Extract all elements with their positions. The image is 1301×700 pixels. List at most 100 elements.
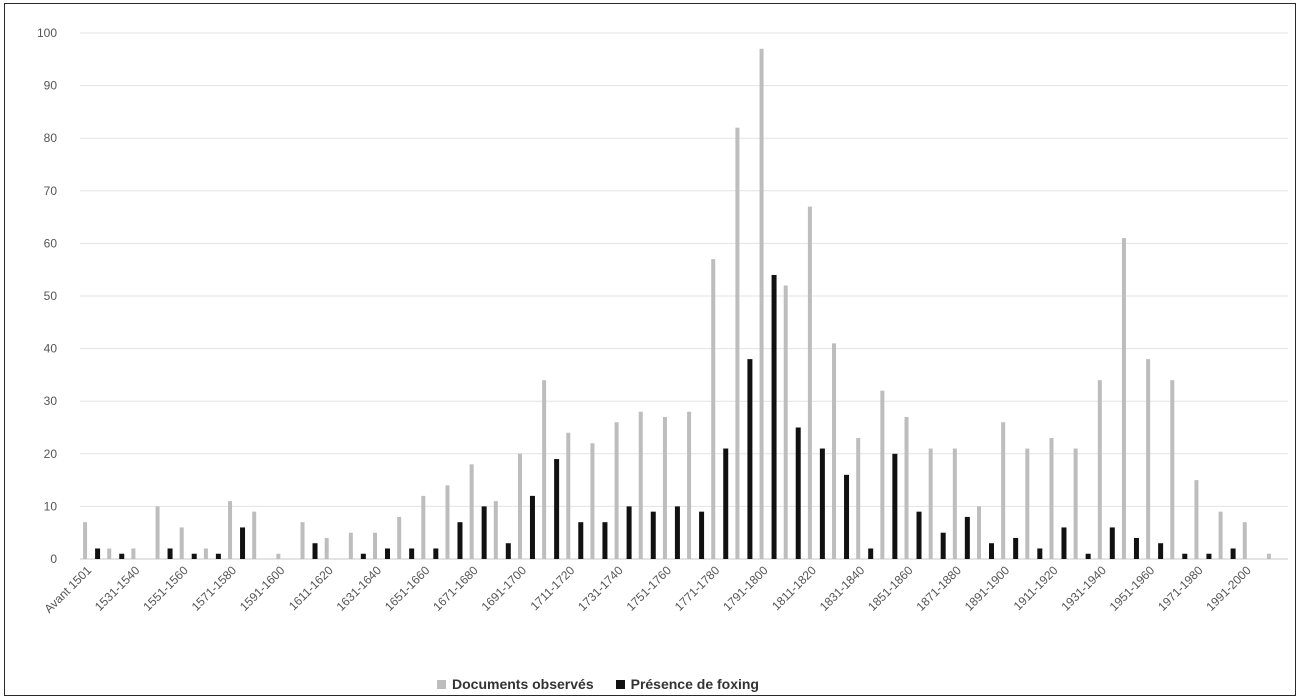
bar-presence-foxing <box>989 543 994 559</box>
bar-presence-foxing <box>1013 537 1019 559</box>
bar-presence-foxing <box>505 543 511 559</box>
bar-presence-foxing <box>240 527 246 559</box>
bar-documents-observes <box>179 527 184 559</box>
bar-documents-observes <box>590 443 595 559</box>
bar-presence-foxing <box>191 553 197 559</box>
bar-documents-observes <box>928 448 933 559</box>
y-tick-label: 90 <box>44 79 58 93</box>
bar-documents-observes <box>83 522 88 559</box>
bar-presence-foxing <box>481 506 487 559</box>
bar-documents-observes <box>107 548 112 559</box>
x-tick-label: 1811-1820 <box>769 563 819 613</box>
bar-presence-foxing <box>868 548 874 559</box>
bar-documents-observes <box>977 506 981 559</box>
bar-presence-foxing <box>167 548 173 559</box>
x-tick-label: 1951-1960 <box>1107 563 1158 614</box>
x-tick-label: 1591-1600 <box>237 563 288 614</box>
bar-documents-observes <box>638 411 643 559</box>
bar-presence-foxing <box>1061 527 1067 559</box>
legend-swatch-foxing <box>615 679 625 689</box>
bar-presence-foxing <box>312 543 318 559</box>
bar-presence-foxing <box>844 474 850 559</box>
bar-presence-foxing <box>795 427 801 559</box>
bar-presence-foxing <box>215 553 221 559</box>
y-tick-label: 80 <box>44 131 58 145</box>
bar-documents-observes <box>662 416 667 559</box>
bar-presence-foxing <box>1109 527 1115 559</box>
bar-documents-observes <box>807 206 812 559</box>
x-tick-label: 1871-1880 <box>913 563 964 614</box>
bar-presence-foxing <box>723 448 729 559</box>
bar-documents-observes <box>445 485 450 559</box>
bar-documents-observes <box>1097 380 1102 559</box>
bar-presence-foxing <box>1230 548 1236 559</box>
bar-documents-observes <box>687 411 692 559</box>
x-tick-label: 1631-1640 <box>334 563 385 614</box>
y-tick-label: 20 <box>44 447 58 461</box>
bar-presence-foxing <box>433 548 439 559</box>
y-tick-label: 100 <box>37 26 57 40</box>
y-tick-label: 30 <box>44 394 58 408</box>
y-axis-ticks: 0 10 20 30 40 50 60 70 80 90 100 <box>37 26 57 566</box>
bar-documents-observes <box>783 285 788 559</box>
chart-frame: 0 10 20 30 40 50 60 70 80 90 100 Avant 1501 1531-15… <box>4 3 1296 696</box>
bar-documents-observes <box>566 432 571 559</box>
bar-documents-observes <box>228 501 233 559</box>
y-tick-label: 40 <box>44 342 58 356</box>
bar-presence-foxing <box>578 522 584 559</box>
x-tick-label: 1691-1700 <box>479 563 530 614</box>
x-tick-label: 1571-1580 <box>189 563 240 614</box>
bar-presence-foxing <box>529 495 535 559</box>
bar-documents-observes <box>856 438 861 559</box>
bar-presence-foxing <box>1158 543 1164 559</box>
bar-documents-observes <box>421 495 426 559</box>
bar-presence-foxing <box>1133 537 1139 559</box>
legend-label-documents: Documents observés <box>452 676 594 692</box>
bar-documents-observes <box>1001 422 1006 559</box>
y-tick-label: 70 <box>44 184 58 198</box>
x-tick-label: 1751-1760 <box>624 563 675 614</box>
bar-presence-foxing <box>385 548 390 559</box>
bar-presence-foxing <box>771 274 777 559</box>
bar-presence-foxing <box>95 548 101 559</box>
bar-presence-foxing <box>747 359 753 559</box>
bar-documents-observes <box>904 416 909 559</box>
bar-documents-observes <box>1146 359 1151 559</box>
bar-presence-foxing <box>964 516 970 559</box>
bar-documents-observes <box>1049 438 1054 559</box>
bar-documents-observes <box>1242 522 1247 559</box>
bar-presence-foxing <box>119 553 125 559</box>
bar-documents-observes <box>373 532 377 559</box>
x-tick-label: 1611-1620 <box>286 563 336 613</box>
y-tick-label: 10 <box>44 499 58 513</box>
bar-presence-foxing <box>892 453 898 559</box>
bar-presence-foxing <box>699 511 705 559</box>
x-tick-label: 1851-1860 <box>865 563 916 614</box>
x-tick-label: 1731-1740 <box>575 563 626 614</box>
bar-presence-foxing <box>819 448 825 559</box>
bar-presence-foxing <box>1085 553 1091 559</box>
bar-documents-observes <box>711 259 716 559</box>
x-tick-label: 1651-1660 <box>382 563 433 614</box>
x-tick-label: Avant 1501 <box>42 563 95 616</box>
bar-documents-observes <box>832 343 837 559</box>
bar-documents-observes <box>1266 553 1271 559</box>
bar-documents-observes <box>300 522 305 559</box>
x-tick-label: 1791-1800 <box>720 563 771 614</box>
y-tick-label: 50 <box>44 289 58 303</box>
bar-documents-observes <box>397 516 402 559</box>
legend-label-foxing: Présence de foxing <box>630 676 759 692</box>
bar-documents-observes <box>880 390 885 559</box>
bar-documents-observes <box>1194 480 1199 559</box>
bar-documents-observes <box>155 506 160 559</box>
bar-presence-foxing <box>626 506 632 559</box>
legend-item-documents: Documents observés <box>437 676 594 692</box>
bar-documents-observes <box>276 553 281 559</box>
x-tick-label: 1671-1680 <box>430 563 481 614</box>
bar-presence-foxing <box>916 511 922 559</box>
gridlines <box>80 32 1288 560</box>
bars <box>83 48 1271 560</box>
bar-documents-observes <box>614 422 619 559</box>
bar-documents-observes <box>131 548 136 559</box>
x-tick-label: 1991-2000 <box>1203 563 1254 614</box>
